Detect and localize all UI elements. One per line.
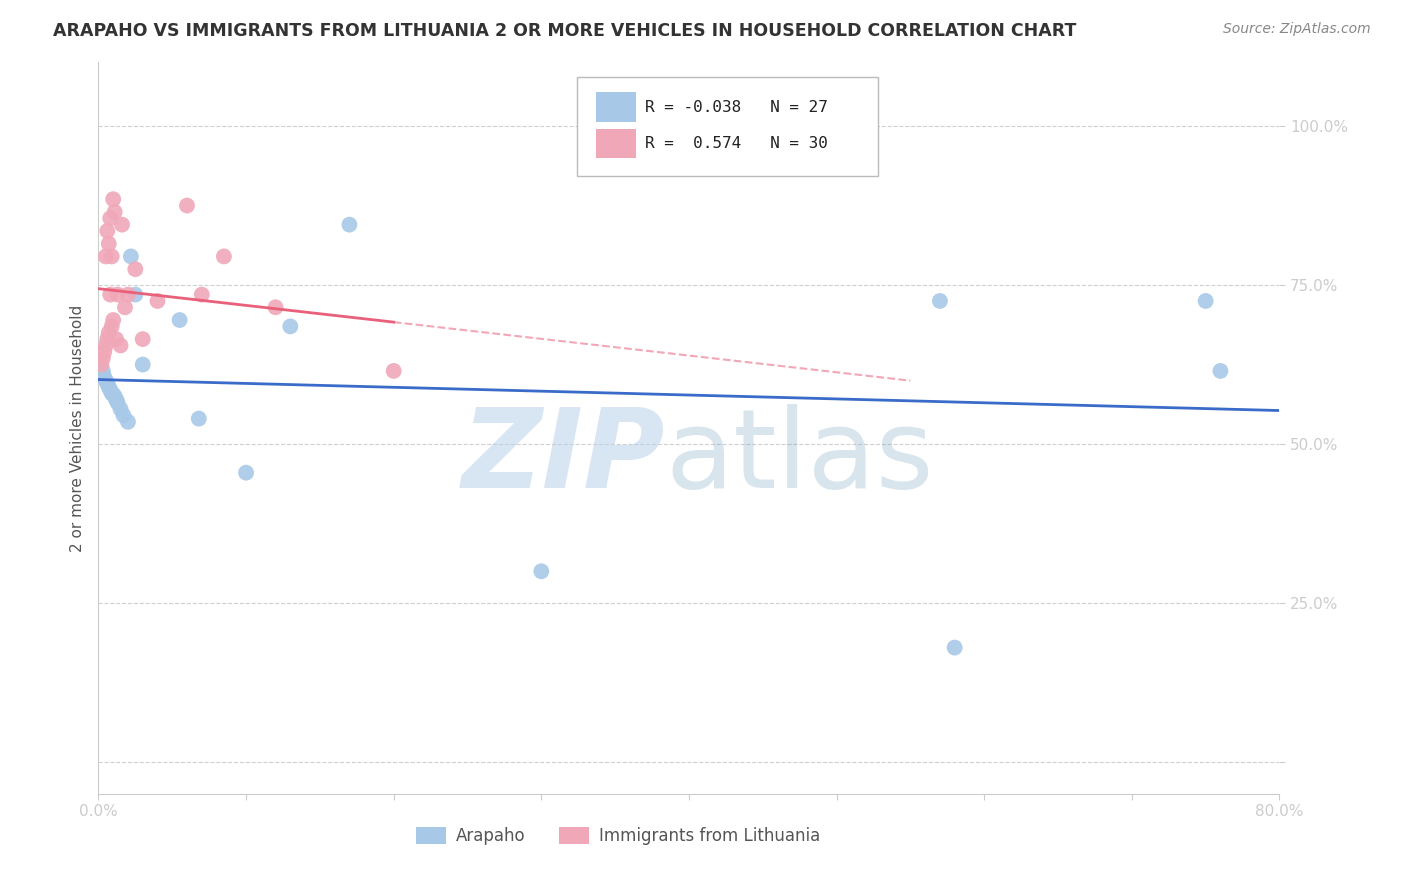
Point: [117, 287, 139, 301]
Point: [91, 364, 114, 378]
Point: [114, 301, 136, 315]
Point: [94, 249, 117, 263]
Text: atlas: atlas: [665, 404, 934, 511]
Point: [103, 313, 125, 327]
Point: [105, 392, 128, 407]
Point: [187, 411, 209, 425]
Point: [103, 192, 125, 206]
Point: [264, 301, 287, 315]
Point: [100, 386, 122, 401]
Point: [103, 387, 125, 401]
Text: Source: ZipAtlas.com: Source: ZipAtlas.com: [1223, 22, 1371, 37]
FancyBboxPatch shape: [576, 77, 877, 176]
Point: [132, 358, 155, 372]
Text: ARAPAHO VS IMMIGRANTS FROM LITHUANIA 2 OR MORE VEHICLES IN HOUSEHOLD CORRELATION: ARAPAHO VS IMMIGRANTS FROM LITHUANIA 2 O…: [53, 22, 1077, 40]
Point: [235, 466, 257, 480]
Point: [339, 218, 361, 232]
Point: [94, 374, 117, 388]
Point: [110, 338, 132, 352]
Point: [212, 249, 235, 263]
Point: [96, 224, 118, 238]
Point: [117, 415, 139, 429]
Point: [112, 409, 135, 423]
Point: [382, 364, 405, 378]
Legend: Arapaho, Immigrants from Lithuania: Arapaho, Immigrants from Lithuania: [409, 820, 827, 851]
Point: [98, 211, 121, 226]
Point: [98, 383, 121, 397]
Point: [97, 236, 120, 251]
Text: R =  0.574   N = 30: R = 0.574 N = 30: [645, 136, 828, 151]
Point: [97, 326, 120, 340]
Point: [1195, 293, 1218, 308]
Point: [176, 198, 198, 212]
Point: [169, 313, 191, 327]
Point: [191, 287, 214, 301]
Point: [93, 344, 115, 359]
Point: [146, 293, 169, 308]
Point: [91, 351, 114, 366]
Point: [90, 358, 112, 372]
Point: [104, 389, 127, 403]
Text: ZIP: ZIP: [461, 404, 665, 511]
Point: [93, 370, 115, 384]
Point: [120, 249, 142, 263]
Point: [530, 564, 553, 578]
Point: [104, 205, 127, 219]
Point: [943, 640, 966, 655]
Point: [96, 332, 118, 346]
Point: [124, 262, 146, 277]
Point: [1209, 364, 1232, 378]
Point: [100, 249, 122, 263]
Y-axis label: 2 or more Vehicles in Household: 2 or more Vehicles in Household: [69, 304, 84, 552]
Point: [280, 319, 302, 334]
Point: [124, 287, 146, 301]
FancyBboxPatch shape: [596, 93, 636, 121]
Point: [98, 287, 121, 301]
Point: [132, 332, 155, 346]
Point: [97, 380, 120, 394]
Point: [107, 395, 129, 409]
Point: [111, 218, 134, 232]
Point: [105, 332, 128, 346]
Text: R = -0.038   N = 27: R = -0.038 N = 27: [645, 100, 828, 114]
Point: [107, 287, 129, 301]
Point: [96, 376, 118, 391]
Point: [110, 402, 132, 417]
Point: [929, 293, 952, 308]
Point: [100, 319, 122, 334]
Point: [94, 338, 117, 352]
FancyBboxPatch shape: [596, 129, 636, 158]
